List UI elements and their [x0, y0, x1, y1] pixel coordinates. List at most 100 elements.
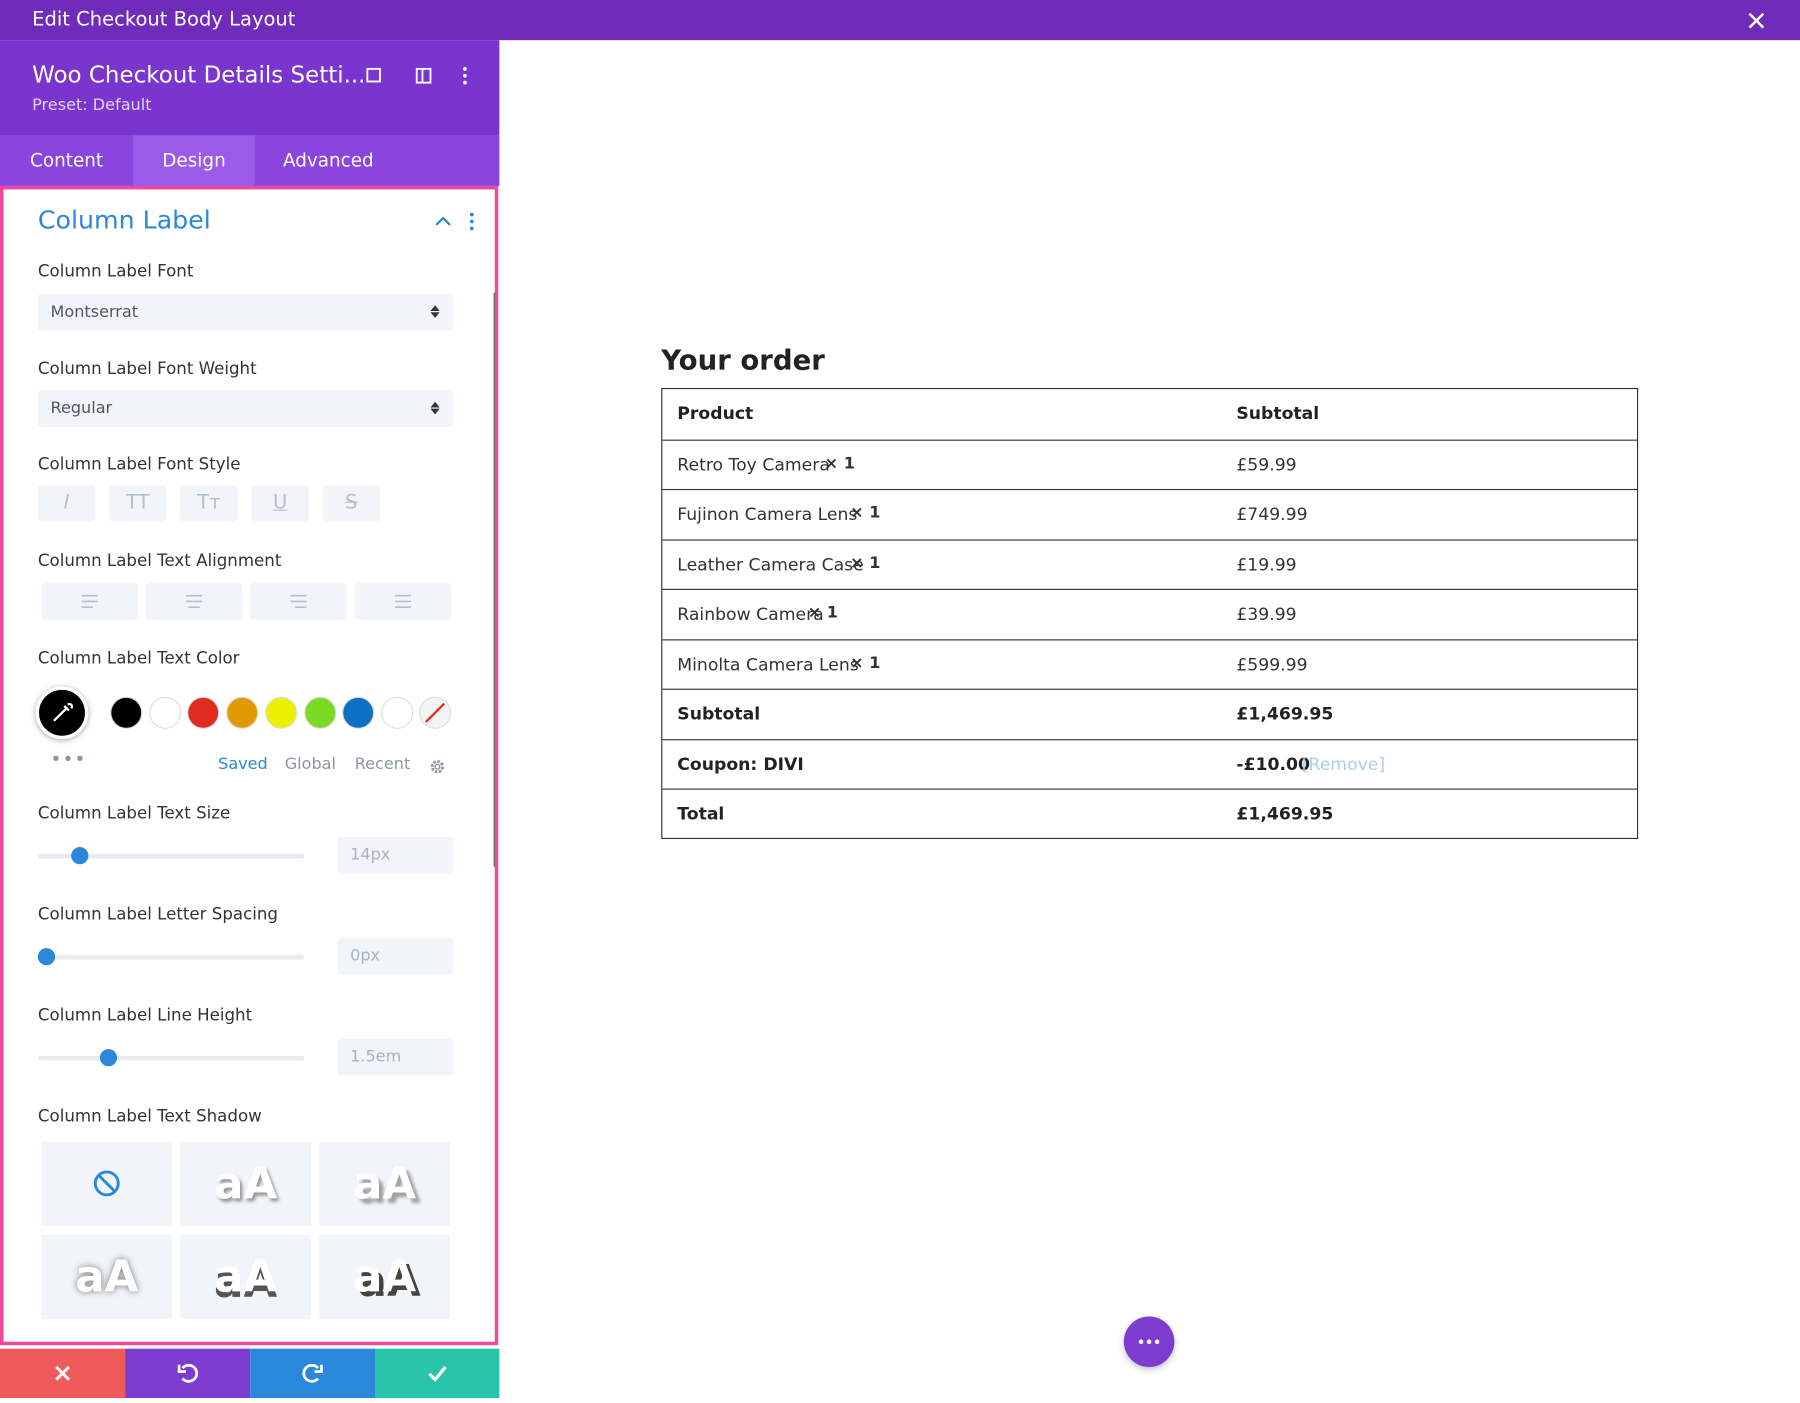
field-label: Column Label Font Style — [37, 455, 241, 475]
row-divider — [662, 538, 1637, 541]
undo-button[interactable] — [125, 1348, 251, 1398]
close-button[interactable] — [1747, 11, 1765, 29]
style-button[interactable]: TT — [109, 485, 167, 522]
product-qty: × 1 — [807, 603, 838, 623]
table-header: Product — [677, 402, 754, 424]
shadow-preset[interactable]: aA — [319, 1235, 451, 1319]
order-table: Product Subtotal Retro Toy Camera × 1 £59.99… — [661, 387, 1639, 840]
color-tab[interactable]: Global — [284, 755, 336, 774]
panel-header: Woo Checkout Details Setti... Preset: De… — [0, 40, 500, 136]
align-button[interactable] — [41, 583, 138, 620]
color-swatch[interactable] — [187, 696, 220, 729]
total-value: -£10.00 — [1236, 753, 1310, 775]
product-qty: × 1 — [850, 653, 881, 673]
no-color-swatch[interactable] — [419, 696, 452, 729]
spacing-input[interactable]: 0px — [337, 937, 454, 975]
tab[interactable]: Design — [133, 135, 255, 186]
total-label: Coupon: DIVI — [677, 753, 804, 775]
product-qty: × 1 — [850, 503, 881, 523]
slider[interactable] — [37, 847, 305, 865]
row-divider — [662, 588, 1637, 590]
color-swatch[interactable] — [264, 696, 298, 729]
product-subtotal: £59.99 — [1236, 453, 1297, 475]
color-swatch[interactable] — [226, 696, 259, 729]
slider[interactable] — [37, 948, 305, 966]
field-label: Column Label Font — [37, 262, 194, 282]
remove-link[interactable]: [Remove] — [1301, 753, 1386, 775]
row-divider — [662, 439, 1637, 441]
align-button[interactable] — [354, 583, 452, 620]
color-swatch[interactable] — [110, 696, 143, 729]
window-title: Edit Checkout Body Layout — [32, 8, 296, 31]
field-label: Column Label Text Color — [37, 649, 240, 669]
style-button[interactable]: S — [322, 485, 380, 522]
field-label: Column Label Text Alignment — [37, 552, 282, 571]
row-divider — [662, 488, 1637, 491]
shadow-preset[interactable]: aA — [41, 1235, 173, 1319]
tabs: Content Design Advanced — [0, 135, 500, 186]
style-button[interactable]: I — [37, 485, 96, 522]
top-bar: Edit Checkout Body Layout — [0, 0, 1800, 41]
product-name: Retro Toy Camera — [677, 453, 830, 475]
font-select[interactable]: Montserrat — [37, 293, 454, 331]
color-swatch[interactable] — [380, 696, 414, 729]
field-label: Column Label Line Height — [37, 1006, 253, 1025]
tab[interactable]: Advanced — [282, 149, 374, 172]
align-button[interactable] — [250, 583, 347, 620]
field-label: Column Label Font Weight — [37, 360, 257, 379]
product-name: Fujinon Camera Lens — [677, 503, 858, 525]
order-title: Your order — [661, 344, 825, 377]
preset[interactable]: Preset: Default — [32, 96, 152, 115]
size-input[interactable]: 14px — [337, 836, 454, 874]
save-button[interactable] — [375, 1348, 500, 1398]
row-divider — [662, 738, 1637, 740]
row-divider — [662, 788, 1637, 790]
header-icons[interactable] — [365, 65, 480, 86]
product-name: Minolta Camera Lens — [677, 653, 859, 675]
row-divider — [662, 638, 1637, 640]
section-title[interactable]: Column Label — [37, 206, 211, 236]
product-subtotal: £39.99 — [1236, 603, 1297, 625]
settings-gear[interactable] — [428, 758, 446, 776]
product-name: Leather Camera Case — [677, 553, 864, 575]
more-dots[interactable]: ••• — [50, 748, 87, 771]
total-value: £1,469.95 — [1236, 803, 1334, 825]
tab[interactable]: Content — [30, 149, 104, 172]
product-qty: × 1 — [850, 553, 881, 573]
total-label: Total — [677, 803, 725, 825]
shadow-preset[interactable]: aA — [180, 1142, 312, 1226]
cancel-button[interactable] — [0, 1348, 126, 1398]
style-button[interactable]: U — [251, 485, 309, 522]
shadow-preset[interactable]: aA — [180, 1235, 312, 1319]
field-label: Column Label Text Size — [37, 804, 231, 823]
product-subtotal: £19.99 — [1236, 553, 1297, 575]
total-label: Subtotal — [677, 703, 761, 725]
color-picker[interactable] — [35, 686, 89, 740]
line-height-input[interactable]: 1.5em — [337, 1038, 454, 1076]
shadow-preset[interactable]: aA — [319, 1142, 451, 1226]
shadow-none[interactable] — [41, 1142, 173, 1226]
settings-box — [0, 185, 499, 1346]
table-header: Subtotal — [1236, 402, 1320, 424]
style-button[interactable]: Tт — [180, 485, 238, 522]
page-menu-button[interactable] — [1123, 1316, 1175, 1368]
product-subtotal: £599.99 — [1236, 653, 1308, 675]
slider[interactable] — [37, 1049, 305, 1067]
panel-title: Woo Checkout Details Setti... — [32, 60, 366, 89]
color-swatch[interactable] — [342, 696, 375, 729]
section-icons[interactable] — [434, 212, 480, 231]
align-button[interactable] — [145, 583, 243, 620]
color-swatch[interactable] — [303, 696, 336, 729]
product-name: Rainbow Camera — [677, 603, 824, 625]
color-tab[interactable]: Saved — [218, 755, 268, 774]
redo-button[interactable] — [250, 1348, 376, 1398]
product-qty: × 1 — [824, 453, 855, 473]
color-swatch[interactable] — [148, 696, 182, 729]
weight-select[interactable]: Regular — [37, 390, 454, 427]
color-tab[interactable]: Recent — [354, 755, 411, 774]
field-label: Column Label Letter Spacing — [37, 905, 279, 924]
row-divider — [662, 688, 1637, 690]
total-value: £1,469.95 — [1236, 703, 1334, 725]
product-subtotal: £749.99 — [1236, 503, 1308, 525]
